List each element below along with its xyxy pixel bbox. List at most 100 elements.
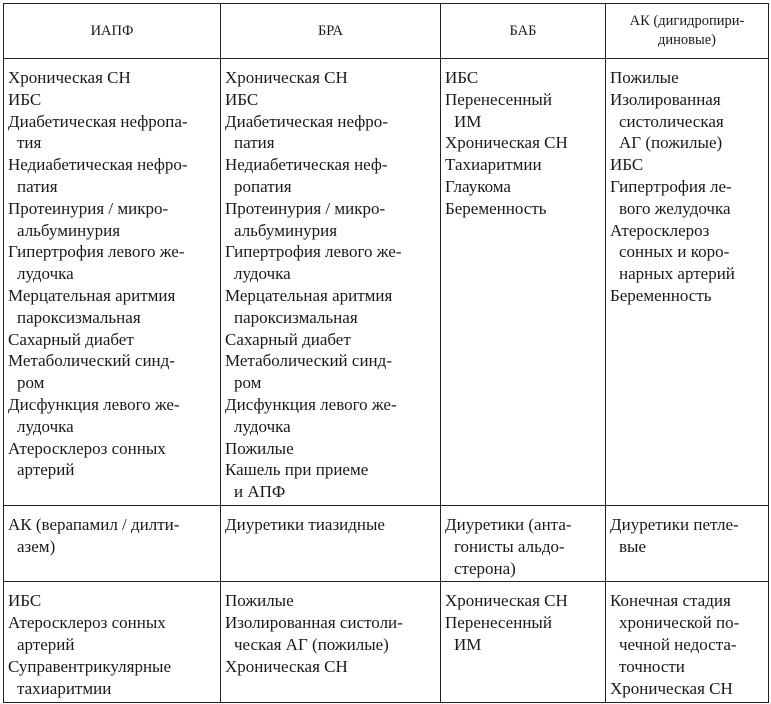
cell-line: Диабетическая нефро- — [225, 111, 388, 131]
cell-line: чечной недоста- — [619, 634, 737, 654]
header-text: диновые) — [658, 32, 716, 48]
cell-line: Диабетическая нефропа- — [8, 111, 188, 131]
cell-line: АГ (пожилые) — [619, 133, 723, 153]
cell-line: Хроническая СН — [445, 591, 568, 611]
cell-line: вого желудочка — [619, 198, 731, 218]
cell-line: ческая АГ (пожилые) — [234, 634, 389, 654]
cell-line: Изолированная систоли- — [225, 613, 403, 633]
cell-line: Перенесенный — [445, 613, 552, 633]
table-cell: ИБС Перенесенный ИМ Хроническая СН Тахиаритм… — [440, 58, 606, 506]
table-cell: АК (верапамил / дилти-азем) — [3, 504, 221, 583]
cell-line: лудочка — [17, 264, 74, 284]
cell-line: Атеросклероз сонных — [8, 613, 166, 633]
cell-line: ИБС — [225, 89, 259, 109]
cell-line: и АПФ — [234, 482, 286, 502]
cell-line: лудочка — [234, 264, 291, 284]
cell-line: патия — [234, 133, 275, 153]
cell-line: патия — [17, 176, 58, 196]
table-cell: Диуретики тиазидные — [220, 504, 441, 583]
table-cell: Хроническая СН ИБС Диабетическая нефро-пат… — [220, 58, 441, 506]
cell-line: Суправентрикулярные — [8, 656, 172, 676]
cell-line: азем) — [17, 536, 56, 556]
cell-line: ром — [234, 373, 262, 393]
table-row: АК (верапамил / дилти-азем) Диуретики тиа… — [3, 504, 769, 583]
table-cell: Конечная стадия хронической по-чечной нед… — [605, 581, 769, 704]
cell-line: ИБС — [610, 155, 644, 175]
cell-line: Перенесенный — [445, 89, 552, 109]
cell-line: Диуретики петле- — [610, 514, 739, 534]
cell-line: пароксизмальная — [234, 307, 358, 327]
cell-line: Мерцательная аритмия — [8, 285, 176, 305]
table-cell: Диуретики петле-вые — [605, 504, 769, 583]
table-cell: Хроническая СН Перенесенный ИМ — [440, 581, 606, 704]
column-header: БАБ — [440, 3, 606, 59]
cell-line: стерона) — [454, 558, 516, 578]
header-text: АК (дигидропири- — [629, 13, 745, 29]
cell-line: альбуминурия — [234, 220, 338, 240]
cell-line: Глаукома — [445, 176, 511, 196]
cell-line: Хроническая СН — [225, 68, 348, 87]
cell-line: Диуретики тиазидные — [225, 514, 385, 534]
cell-line: Конечная стадия — [610, 591, 731, 611]
cell-line: Гипертрофия левого же- — [8, 242, 185, 262]
cell-line: Хроническая СН — [225, 656, 348, 676]
cell-line: Хроническая СН — [610, 678, 733, 698]
cell-line: Хроническая СН — [8, 68, 131, 87]
cell-line: артерий — [17, 634, 75, 654]
cell-line: ИБС — [8, 89, 42, 109]
cell-line: АК (верапамил / дилти- — [8, 514, 180, 534]
cell-line: сонных и коро- — [619, 242, 730, 262]
table-cell: Хроническая СН ИБС Диабетическая нефропа-т… — [3, 58, 221, 506]
column-header: ИАПФ — [3, 3, 221, 59]
cell-line: гонисты альдо- — [454, 536, 565, 556]
cell-line: Протеинурия / микро- — [225, 198, 386, 218]
cell-line: Гипертрофия ле- — [610, 176, 732, 196]
column-header: АК (дигидропири-диновые) — [605, 3, 769, 59]
cell-line: ИБС — [445, 68, 479, 87]
table-row: ИБС Атеросклероз сонных артерий Суправентри… — [3, 581, 769, 704]
header-row: ИАПФ БРА БАБ АК (дигидропири-диновые) — [3, 3, 769, 59]
cell-line: лудочка — [17, 416, 74, 436]
cell-line: ИМ — [454, 634, 482, 654]
cell-line: нарных артерий — [619, 264, 735, 284]
cell-line: ром — [17, 373, 45, 393]
cell-line: Пожилые — [225, 591, 294, 611]
cell-line: Мерцательная аритмия — [225, 285, 393, 305]
cell-line: систолическая — [619, 111, 724, 131]
cell-line: вые — [619, 536, 646, 556]
header-text: БАБ — [509, 22, 537, 39]
cell-line: лудочка — [234, 416, 291, 436]
table-cell: Пожилые Изолированная систоли-ческая АГ (… — [220, 581, 441, 704]
cell-line: Дисфункция левого же- — [225, 394, 397, 414]
table-cell: Диуретики (анта-гонисты альдо-стерона) — [440, 504, 606, 583]
cell-line: альбуминурия — [17, 220, 121, 240]
cell-line: Кашель при приеме — [225, 460, 369, 480]
table-row: Хроническая СН ИБС Диабетическая нефропа-т… — [3, 58, 769, 506]
cell-line: Пожилые — [610, 68, 679, 87]
cell-line: Атеросклероз сонных — [8, 438, 166, 458]
cell-line: Дисфункция левого же- — [8, 394, 180, 414]
cell-line: Метаболический синд- — [8, 351, 175, 371]
cell-line: Беременность — [610, 285, 712, 305]
header-text: БРА — [317, 22, 343, 39]
header-text: ИАПФ — [90, 22, 134, 39]
cell-line: Хроническая СН — [445, 133, 568, 153]
cell-line: Атеросклероз — [610, 220, 710, 240]
cell-line: точности — [619, 656, 685, 676]
cell-line: ропатия — [234, 176, 292, 196]
cell-line: Пожилые — [225, 438, 294, 458]
cell-line: Изолированная — [610, 89, 721, 109]
cell-line: Метаболический синд- — [225, 351, 392, 371]
cell-line: Диуретики (анта- — [445, 514, 572, 534]
cell-line: артерий — [17, 460, 75, 480]
cell-line: пароксизмальная — [17, 307, 141, 327]
cell-line: тия — [17, 133, 42, 153]
drug-indications-table: ИАПФ БРА БАБ АК (дигидропири-диновые) Хрони… — [3, 3, 769, 704]
cell-line: ИБС — [8, 591, 42, 611]
cell-line: тахиаритмии — [17, 678, 112, 698]
cell-line: Тахиаритмии — [445, 155, 542, 175]
cell-line: ИМ — [454, 111, 482, 131]
cell-line: хронической по- — [619, 613, 740, 633]
cell-line: Сахарный диабет — [8, 329, 134, 349]
cell-line: Недиабетическая нефро- — [8, 155, 188, 175]
